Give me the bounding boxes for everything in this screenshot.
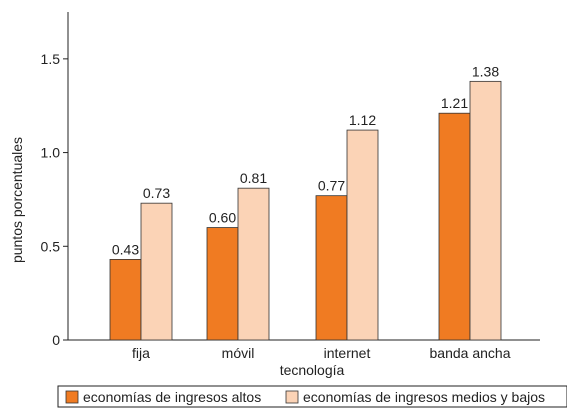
x-axis-title: tecnología: [280, 362, 345, 378]
y-tick-label: 0: [52, 332, 60, 348]
y-tick-label: 1.5: [41, 51, 61, 67]
data-label: 0.73: [143, 185, 170, 201]
y-tick-label: 1.0: [41, 145, 61, 161]
category-label: internet: [324, 345, 371, 361]
legend: economías de ingresos altos economías de…: [57, 385, 567, 408]
legend-box: [57, 385, 567, 408]
category-label: móvil: [222, 345, 255, 361]
y-axis-title: puntos porcentuales: [9, 137, 25, 263]
data-label: 0.77: [318, 178, 345, 194]
bars: 0.43 0.73 0.60 0.81 0.77 1.12 1.211.38: [109, 63, 502, 341]
bar-mid-low-1: [237, 187, 270, 341]
legend-label-mid-low: economías de ingresos medios y bajos: [303, 389, 545, 405]
data-label: 0.81: [240, 170, 267, 186]
y-ticks: 0 0.5 1.0 1.5: [41, 51, 68, 348]
bar-high-2: [315, 195, 348, 341]
category-label: fija: [132, 345, 150, 361]
legend-swatch-high: [65, 390, 79, 404]
data-label: 1.38: [472, 63, 499, 79]
bar-mid-low-3: [469, 80, 502, 341]
bar-high-3: [438, 112, 471, 341]
bar-mid-low-0: [140, 202, 173, 341]
y-tick-label: 0.5: [41, 238, 61, 254]
bar-mid-low-2: [346, 129, 379, 341]
category-label: banda ancha: [430, 345, 511, 361]
legend-swatch-mid-low: [285, 390, 299, 404]
bar-high-0: [109, 259, 142, 341]
legend-label-high: economías de ingresos altos: [83, 389, 261, 405]
category-labels: fija móvil internet banda ancha: [132, 345, 511, 361]
bar-high-1: [206, 227, 239, 341]
data-label: 1.12: [349, 112, 376, 128]
data-label: 1.21: [441, 95, 468, 111]
plot-area: 0 0.5 1.0 1.5 0.43 0.73 0.60 0.81 0.77 1.12 1.211…: [41, 12, 540, 361]
data-label: 0.60: [209, 210, 236, 226]
data-label: 0.43: [112, 241, 139, 257]
